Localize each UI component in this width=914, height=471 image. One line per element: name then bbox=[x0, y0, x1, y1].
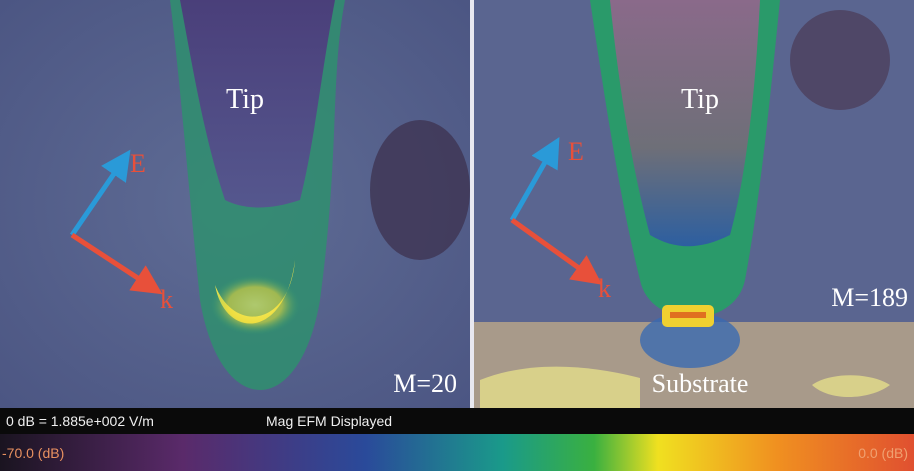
magnification: M=20 bbox=[393, 369, 457, 398]
magnification: M=189 bbox=[831, 283, 908, 312]
k-label: k bbox=[598, 274, 611, 303]
substrate-label: Substrate bbox=[652, 369, 749, 398]
scale-max: 0.0 (dB) bbox=[858, 445, 908, 461]
page: Tip E k M=20 Tip E k M=189 Substrate 0 d… bbox=[0, 0, 914, 471]
left-panel: Tip E k M=20 bbox=[0, 0, 470, 408]
tip-label: Tip bbox=[681, 84, 719, 115]
mode: Mag EFM Displayed bbox=[266, 413, 392, 429]
e-label: E bbox=[130, 149, 146, 178]
tip-label: Tip bbox=[226, 84, 264, 115]
reference: 0 dB = 1.885e+002 V/m bbox=[6, 413, 154, 429]
scale-min: -70.0 (dB) bbox=[2, 445, 64, 461]
color-scale bbox=[0, 434, 914, 471]
divider bbox=[470, 0, 474, 408]
e-label: E bbox=[568, 137, 584, 166]
figure: Tip E k M=20 Tip E k M=189 Substrate 0 d… bbox=[0, 0, 914, 471]
k-label: k bbox=[160, 285, 173, 314]
right-panel: Tip E k M=189 Substrate bbox=[474, 0, 914, 408]
